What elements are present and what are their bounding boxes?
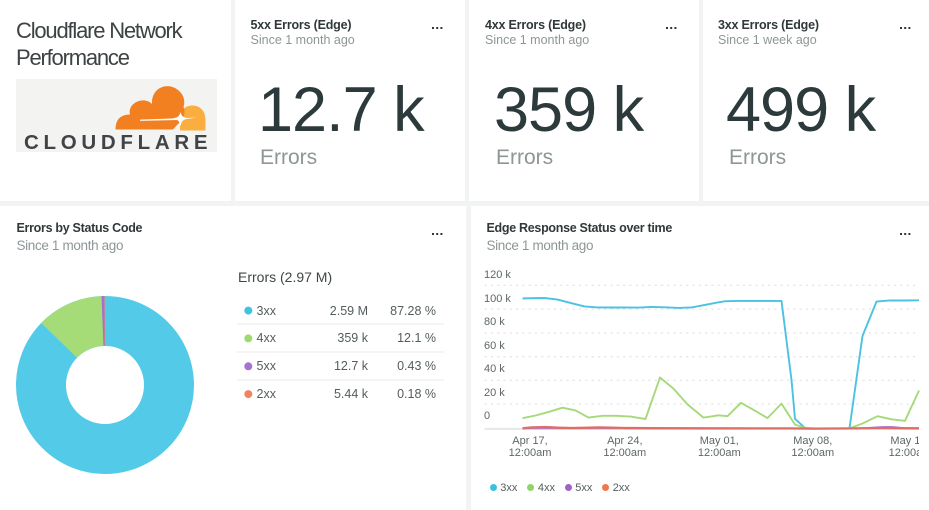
svg-text:CLOUDFLARE: CLOUDFLARE bbox=[24, 131, 212, 152]
